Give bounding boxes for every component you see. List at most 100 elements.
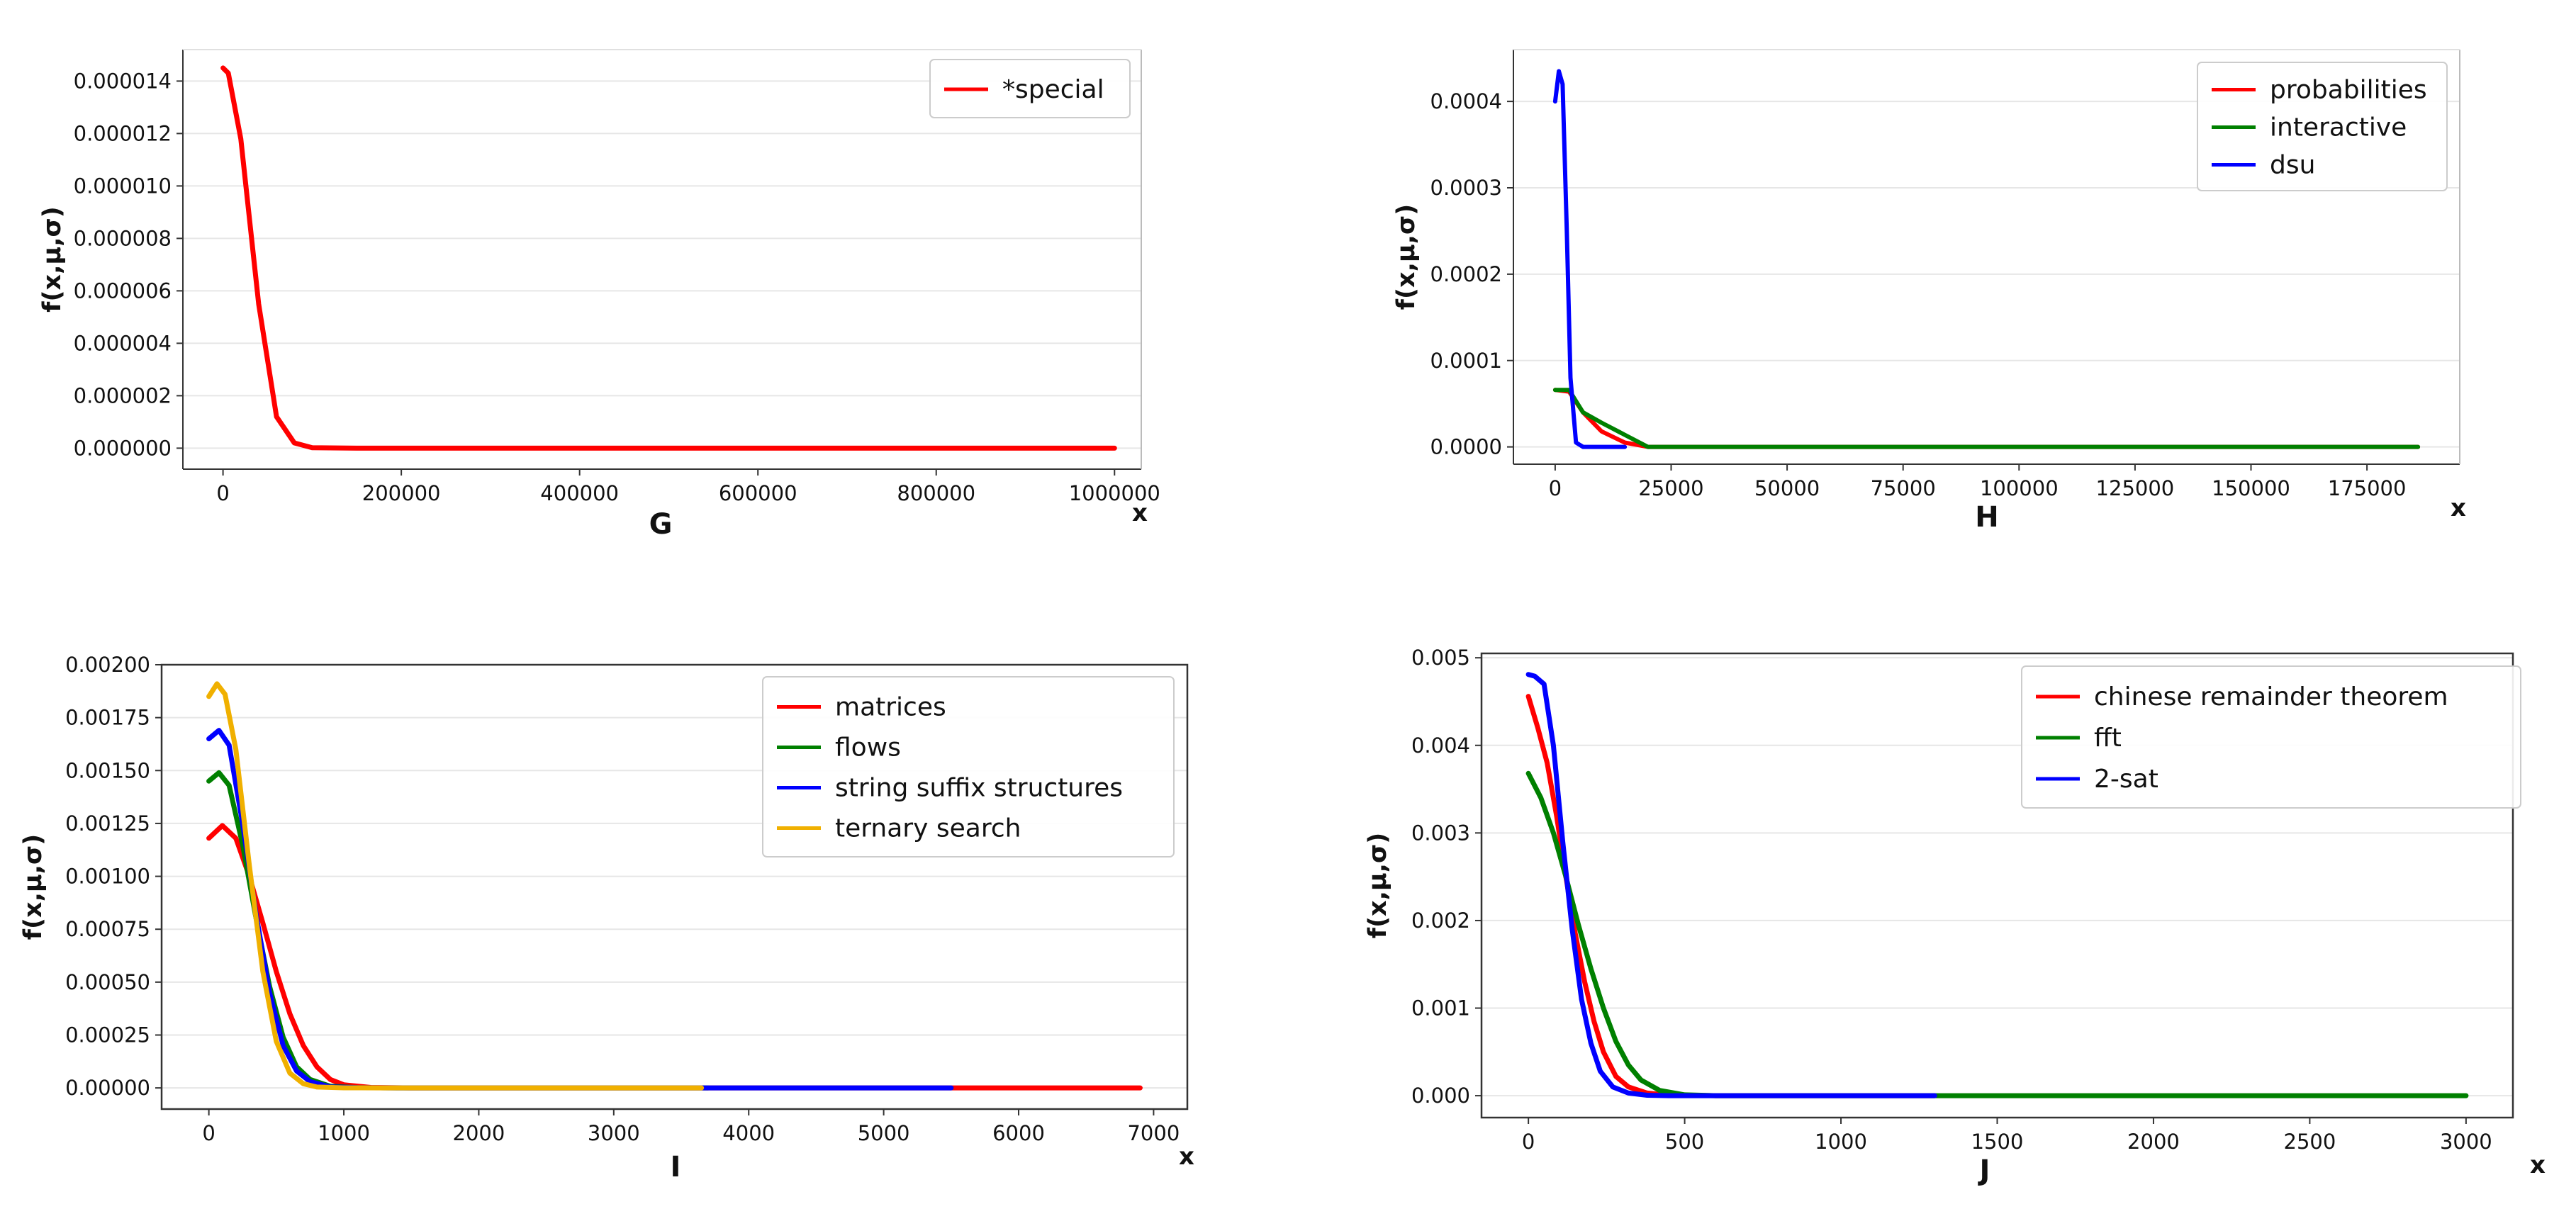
- legend-box: [2021, 665, 2521, 809]
- x-tick-label: 2500: [2284, 1130, 2336, 1154]
- y-tick-label: 0.00175: [65, 706, 150, 730]
- x-tick-label: 3000: [2440, 1130, 2492, 1154]
- x-tick-label: 400000: [540, 481, 619, 505]
- y-tick-label: 0.0001: [1430, 349, 1502, 373]
- legend-entry: interactive: [2270, 113, 2407, 142]
- x-tick-label: 125000: [2096, 476, 2175, 500]
- legend-box: [762, 676, 1175, 857]
- y-tick-label: 0.00025: [65, 1023, 150, 1047]
- legend: matrices flows string suffix structures ter…: [762, 676, 1175, 857]
- y-tick-label: 0.00075: [65, 917, 150, 941]
- x-tick-label: 1500: [1971, 1130, 2024, 1154]
- x-tick-label: 1000: [1815, 1130, 1867, 1154]
- x-tick-label: 3000: [588, 1121, 640, 1145]
- legend: chinese remainder theorem fft 2-sat: [2021, 665, 2521, 809]
- x-tick-label: 75000: [1871, 476, 1936, 500]
- legend-entry: flows: [835, 733, 901, 763]
- x-tick-label: 6000: [992, 1121, 1045, 1145]
- legend-entry: string suffix structures: [835, 774, 1123, 803]
- chart-panel-g: 0.000000 0.000002 0.000004 0.000006 0.000008…: [38, 49, 1160, 541]
- y-tick-label: 0.0003: [1430, 176, 1502, 200]
- legend-entry: probabilities: [2270, 76, 2427, 105]
- chart-panel-i: 0.00000 0.00025 0.00050 0.00075 0.00100 0.001…: [19, 653, 1194, 1183]
- legend-entry: matrices: [835, 693, 946, 722]
- y-tick-label: 0.000008: [74, 226, 172, 250]
- y-tick-label: 0.000006: [74, 279, 172, 303]
- x-tick-label: 0: [202, 1121, 215, 1145]
- y-tick-label: 0.000012: [74, 121, 172, 145]
- y-tick-label: 0.00125: [65, 811, 150, 836]
- panel-label: J: [1978, 1154, 1990, 1187]
- x-axis-label: x: [1132, 499, 1148, 527]
- x-tick-label: 7000: [1127, 1121, 1180, 1145]
- x-tick-label: 500: [1665, 1130, 1704, 1154]
- x-tick-label: 800000: [897, 481, 975, 505]
- y-tick-label: 0.000002: [74, 383, 172, 407]
- y-tick-label: 0.00150: [65, 758, 150, 782]
- series-line-matrices: [206, 823, 1143, 1091]
- x-tick-label: 50000: [1754, 476, 1820, 500]
- y-tick-label: 0.000000: [74, 436, 172, 460]
- legend: *special: [929, 59, 1131, 118]
- y-tick-label: 0.002: [1411, 909, 1470, 933]
- legend-entry: ternary search: [835, 814, 1021, 843]
- y-tick-label: 0.001: [1411, 996, 1470, 1020]
- x-axis-label: x: [2530, 1151, 2546, 1179]
- panel-label: H: [1975, 501, 1998, 534]
- panel-label: I: [671, 1151, 681, 1183]
- legend-entry: *special: [1002, 75, 1104, 104]
- y-tick-label: 0.000004: [74, 331, 172, 355]
- legend-box: [929, 59, 1131, 118]
- series-line-fft: [1525, 770, 2469, 1098]
- chart-panel-h: 0.0000 0.0001 0.0002 0.0003 0.0004 0 25000 5000…: [1392, 49, 2466, 534]
- y-tick-label: 0.003: [1411, 821, 1470, 845]
- y-tick-label: 0.005: [1411, 646, 1470, 670]
- y-tick-label: 0.000014: [74, 69, 172, 93]
- x-tick-label: 150000: [2212, 476, 2290, 500]
- x-axis-label: x: [1179, 1142, 1194, 1171]
- y-tick-label: 0.004: [1411, 733, 1470, 758]
- x-axis-label: x: [2451, 494, 2466, 522]
- y-tick-label: 0.00100: [65, 865, 150, 889]
- y-tick-label: 0.0000: [1430, 435, 1502, 459]
- x-tick-label: 175000: [2328, 476, 2407, 500]
- legend-entry: fft: [2094, 724, 2122, 753]
- y-axis-label: f(x,μ,σ): [1392, 204, 1421, 310]
- x-tick-label: 25000: [1638, 476, 1703, 500]
- x-tick-label: 4000: [722, 1121, 775, 1145]
- x-tick-label: 0: [1522, 1130, 1535, 1154]
- x-tick-label: 100000: [1980, 476, 2059, 500]
- panel-label: G: [649, 508, 673, 541]
- x-tick-label: 2000: [453, 1121, 505, 1145]
- y-axis-label: f(x,μ,σ): [19, 834, 47, 940]
- y-tick-label: 0.00200: [65, 653, 150, 677]
- legend-entry: dsu: [2270, 151, 2315, 180]
- legend-entry: 2-sat: [2094, 765, 2158, 794]
- x-tick-label: 1000: [318, 1121, 370, 1145]
- y-tick-label: 0.0004: [1430, 89, 1502, 113]
- y-tick-label: 0.00050: [65, 970, 150, 994]
- series-line--special: [220, 65, 1117, 451]
- legend: probabilities interactive dsu: [2197, 62, 2448, 191]
- x-tick-label: 200000: [362, 481, 441, 505]
- series-line-interactive: [1552, 388, 2421, 449]
- y-tick-label: 0.00000: [65, 1076, 150, 1100]
- plot-frame: [160, 663, 1189, 1110]
- series-line-dsu: [1552, 69, 1628, 449]
- y-tick-label: 0.000: [1411, 1084, 1470, 1108]
- x-tick-label: 0: [216, 481, 229, 505]
- y-axis-label: f(x,μ,σ): [1364, 833, 1392, 938]
- y-tick-label: 0.000010: [74, 174, 172, 198]
- chart-panel-j: 0.000 0.001 0.002 0.003 0.004 0.005 0 500 1000 15…: [1364, 646, 2546, 1187]
- x-tick-label: 2000: [2127, 1130, 2180, 1154]
- x-tick-label: 1000000: [1069, 481, 1160, 505]
- series-line-ternary-search: [206, 681, 705, 1091]
- x-tick-label: 0: [1549, 476, 1562, 500]
- series-line-probabilities: [1552, 388, 2421, 449]
- x-tick-label: 5000: [858, 1121, 910, 1145]
- legend-entry: chinese remainder theorem: [2094, 682, 2448, 712]
- x-tick-label: 600000: [719, 481, 797, 505]
- y-tick-label: 0.0002: [1430, 262, 1502, 286]
- series-line-2-sat: [1525, 672, 1937, 1098]
